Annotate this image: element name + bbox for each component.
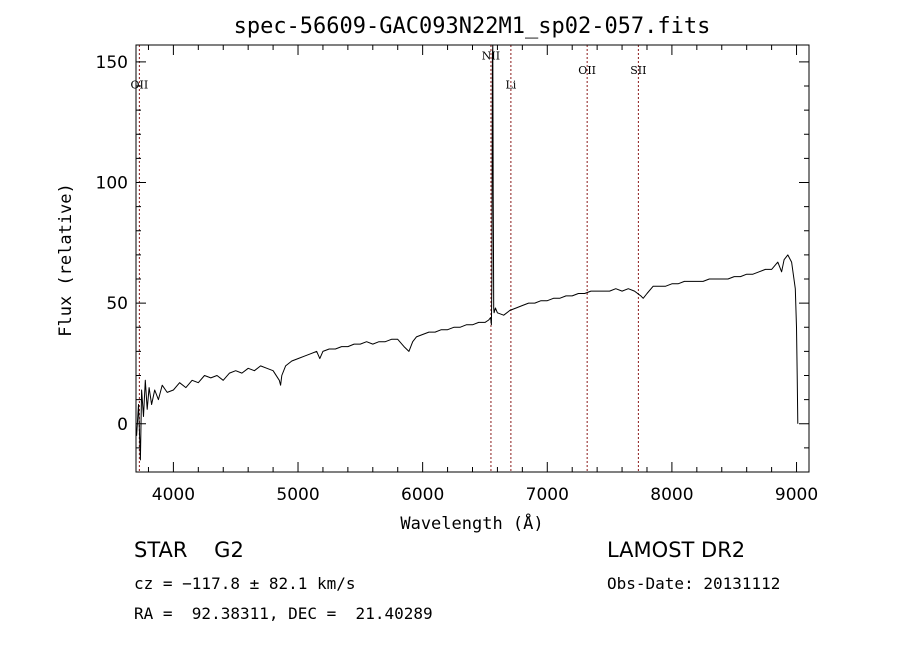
x-tick-label: 9000 — [775, 485, 818, 505]
x-tick-label: 7000 — [526, 485, 569, 505]
y-tick-label: 150 — [96, 53, 128, 73]
spectral-line-label: OII — [578, 64, 596, 77]
y-tick-label: 100 — [96, 174, 128, 194]
spectral-line-markers: OII NII Li OII SII — [131, 45, 646, 472]
spectral-line-label: OII — [131, 78, 149, 91]
spectral-line-label: SII — [630, 64, 646, 77]
y-tick-label: 0 — [117, 415, 128, 435]
spectrum-line — [136, 44, 799, 461]
redshift-velocity-text: cz = −117.8 ± 82.1 km/s — [134, 574, 356, 593]
y-axis-label: Flux (relative) — [56, 183, 76, 337]
spectrum-series — [136, 44, 799, 461]
survey-name-text: LAMOST DR2 — [607, 538, 746, 562]
object-class-text: STAR G2 — [134, 538, 244, 562]
x-tick-label: 5000 — [276, 485, 319, 505]
coordinates-text: RA = 92.38311, DEC = 21.40289 — [134, 604, 433, 623]
axis-ticks: 4000 5000 6000 7000 8000 9000 0 50 100 150 — [96, 45, 818, 505]
spectral-line-label: NII — [482, 49, 500, 62]
spectral-line-label: Li — [505, 78, 516, 91]
x-axis-label: Wavelength (Å) — [400, 512, 543, 534]
y-tick-label: 50 — [106, 294, 128, 314]
observation-date-text: Obs-Date: 20131112 — [607, 574, 781, 593]
x-tick-label: 8000 — [650, 485, 693, 505]
chart-title: spec-56609-GAC093N22M1_sp02-057.fits — [234, 14, 711, 39]
x-tick-label: 4000 — [152, 485, 195, 505]
plot-frame — [135, 44, 810, 473]
x-tick-label: 6000 — [401, 485, 444, 505]
